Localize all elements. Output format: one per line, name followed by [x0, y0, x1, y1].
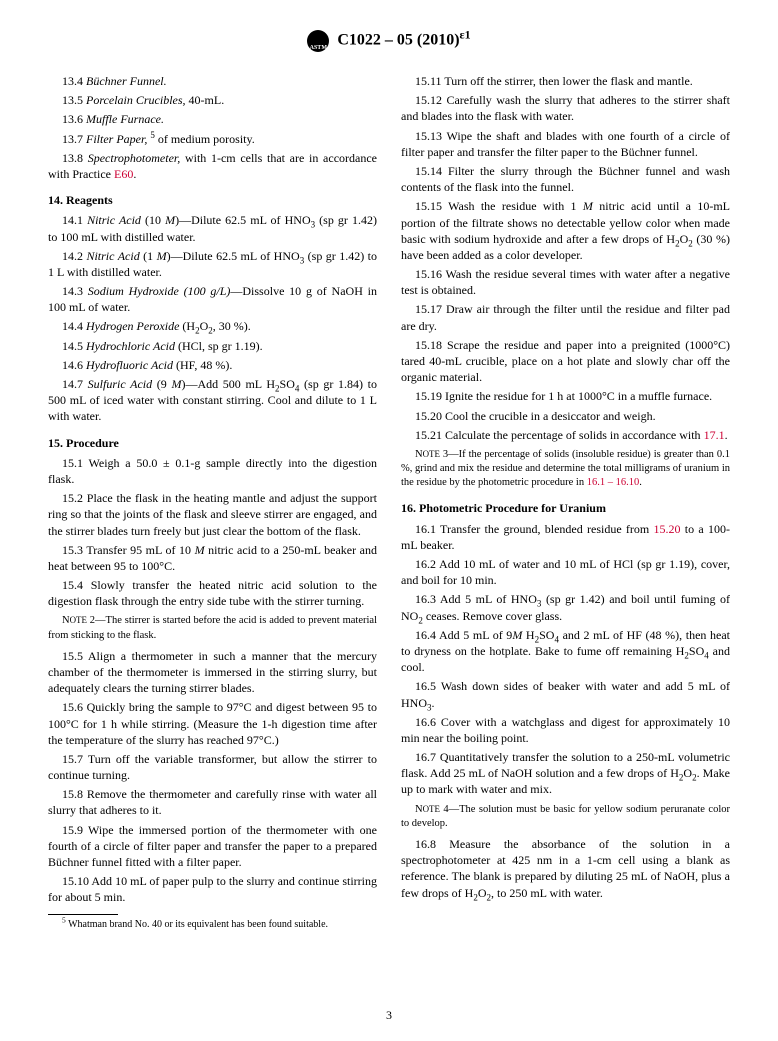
- item-13-8: 13.8 Spectrophotometer, with 1-cm cells …: [48, 150, 377, 182]
- item-15-10: 15.10 Add 10 mL of paper pulp to the slu…: [48, 873, 377, 905]
- astm-logo-icon: [307, 30, 329, 52]
- item-13-6: 13.6 Muffle Furnace.: [48, 111, 377, 127]
- footnote-5: 5 Whatman brand No. 40 or its equivalent…: [48, 918, 377, 932]
- item-14-4: 14.4 Hydrogen Peroxide (H2O2, 30 %).: [48, 318, 377, 334]
- item-15-11: 15.11 Turn off the stirrer, then lower t…: [401, 73, 730, 89]
- item-15-18: 15.18 Scrape the residue and paper into …: [401, 337, 730, 386]
- item-15-17: 15.17 Draw air through the filter until …: [401, 301, 730, 333]
- item-14-7: 14.7 Sulfuric Acid (9 M)—Add 500 mL H2SO…: [48, 376, 377, 425]
- item-16-8: 16.8 Measure the absorbance of the solut…: [401, 836, 730, 901]
- item-15-7: 15.7 Turn off the variable transformer, …: [48, 751, 377, 783]
- page: C1022 – 05 (2010)ε1 13.4 Büchner Funnel.…: [0, 0, 778, 1041]
- item-14-6: 14.6 Hydrofluoric Acid (HF, 48 %).: [48, 357, 377, 373]
- item-15-3: 15.3 Transfer 95 mL of 10 M nitric acid …: [48, 542, 377, 574]
- item-15-6: 15.6 Quickly bring the sample to 97°C an…: [48, 699, 377, 748]
- item-15-8: 15.8 Remove the thermometer and carefull…: [48, 786, 377, 818]
- note-4-text: NOTE 4—The solution must be basic for ye…: [401, 804, 730, 829]
- designation: C1022 – 05 (2010): [337, 32, 459, 49]
- item-16-1: 16.1 Transfer the ground, blended residu…: [401, 521, 730, 553]
- section-15-title: 15. Procedure: [48, 435, 377, 451]
- item-15-12: 15.12 Carefully wash the slurry that adh…: [401, 92, 730, 124]
- epsilon: ε1: [460, 27, 471, 41]
- note-2: NOTE 2—The stirrer is started before the…: [48, 614, 377, 642]
- item-13-5: 13.5 Porcelain Crucibles, 40-mL.: [48, 92, 377, 108]
- item-15-15: 15.15 Wash the residue with 1 M nitric a…: [401, 198, 730, 263]
- item-15-5: 15.5 Align a thermometer in such a manne…: [48, 648, 377, 697]
- note-3: NOTE 3—If the percentage of solids (inso…: [401, 448, 730, 491]
- item-13-4: 13.4 Büchner Funnel.: [48, 73, 377, 89]
- item-15-4: 15.4 Slowly transfer the heated nitric a…: [48, 577, 377, 609]
- item-15-13: 15.13 Wipe the shaft and blades with one…: [401, 128, 730, 160]
- item-14-5: 14.5 Hydrochloric Acid (HCl, sp gr 1.19)…: [48, 338, 377, 354]
- item-16-7: 16.7 Quantitatively transfer the solutio…: [401, 749, 730, 798]
- item-16-6: 16.6 Cover with a watchglass and digest …: [401, 714, 730, 746]
- link-16-1-16-10[interactable]: 16.1 – 16.10: [587, 477, 640, 488]
- page-number: 3: [0, 1008, 778, 1023]
- item-15-20: 15.20 Cool the crucible in a desiccator …: [401, 408, 730, 424]
- footnote-text: Whatman brand No. 40 or its equivalent h…: [68, 919, 328, 930]
- item-15-19: 15.19 Ignite the residue for 1 h at 1000…: [401, 388, 730, 404]
- two-column-body: 13.4 Büchner Funnel. 13.5 Porcelain Cruci…: [48, 70, 730, 931]
- page-header: C1022 – 05 (2010)ε1: [48, 30, 730, 52]
- footnote-rule: [48, 914, 118, 915]
- section-14-title: 14. Reagents: [48, 192, 377, 208]
- item-15-1: 15.1 Weigh a 50.0 ± 0.1-g sample directl…: [48, 455, 377, 487]
- item-15-2: 15.2 Place the flask in the heating mant…: [48, 490, 377, 539]
- note-4: NOTE 4—The solution must be basic for ye…: [401, 803, 730, 831]
- section-16-title: 16. Photometric Procedure for Uranium: [401, 500, 730, 516]
- item-14-3: 14.3 Sodium Hydroxide (100 g/L)—Dissolve…: [48, 283, 377, 315]
- item-15-21: 15.21 Calculate the percentage of solids…: [401, 427, 730, 443]
- item-14-2: 14.2 Nitric Acid (1 M)—Dilute 62.5 mL of…: [48, 248, 377, 280]
- item-16-3: 16.3 Add 5 mL of HNO3 (sp gr 1.42) and b…: [401, 591, 730, 623]
- item-16-5: 16.5 Wash down sides of beaker with wate…: [401, 678, 730, 710]
- item-15-16: 15.16 Wash the residue several times wit…: [401, 266, 730, 298]
- item-16-2: 16.2 Add 10 mL of water and 10 mL of HCl…: [401, 556, 730, 588]
- note-3-text: NOTE 3—If the percentage of solids (inso…: [401, 449, 730, 488]
- footnote-marker: 5: [62, 915, 66, 924]
- item-13-7: 13.7 Filter Paper, 5 of medium porosity.: [48, 131, 377, 147]
- item-15-14: 15.14 Filter the slurry through the Büch…: [401, 163, 730, 195]
- item-16-4: 16.4 Add 5 mL of 9M H2SO4 and 2 mL of HF…: [401, 627, 730, 676]
- note-2-text: NOTE 2—The stirrer is started before the…: [48, 615, 377, 640]
- item-15-9: 15.9 Wipe the immersed portion of the th…: [48, 822, 377, 871]
- item-14-1: 14.1 Nitric Acid (10 M)—Dilute 62.5 mL o…: [48, 212, 377, 244]
